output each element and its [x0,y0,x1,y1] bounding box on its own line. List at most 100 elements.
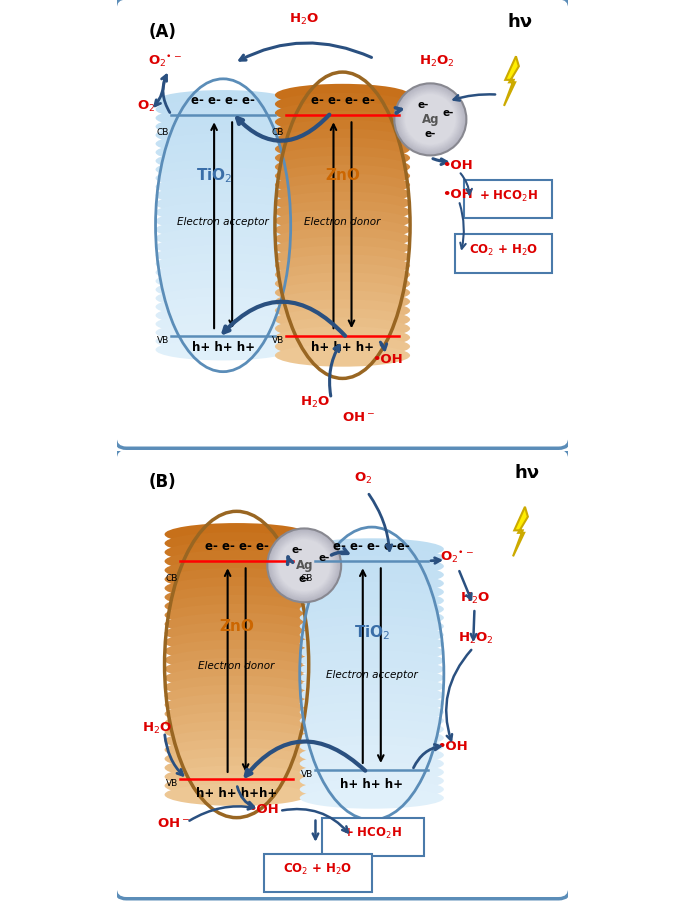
Text: OH$^-$: OH$^-$ [157,816,190,830]
Ellipse shape [155,90,290,112]
Ellipse shape [275,120,410,142]
Ellipse shape [275,263,410,286]
Ellipse shape [164,721,309,743]
Ellipse shape [164,532,309,554]
Circle shape [399,88,462,150]
Ellipse shape [275,272,410,295]
Circle shape [268,529,340,602]
Ellipse shape [155,202,290,223]
Text: VB: VB [272,335,284,344]
Ellipse shape [275,201,410,223]
Circle shape [403,93,457,146]
Circle shape [273,535,335,596]
Circle shape [275,536,333,595]
Circle shape [400,88,461,150]
Ellipse shape [300,753,444,774]
Ellipse shape [164,775,309,797]
Ellipse shape [155,141,290,163]
Text: e-: e- [418,100,429,110]
Ellipse shape [275,138,410,160]
Ellipse shape [164,640,309,662]
Ellipse shape [300,719,444,740]
Ellipse shape [164,748,309,770]
Ellipse shape [275,210,410,232]
Ellipse shape [275,236,410,259]
Text: CO$_2$ + H$_2$O: CO$_2$ + H$_2$O [283,862,352,878]
Text: CB: CB [301,575,313,583]
Text: H$_2$O: H$_2$O [289,12,319,27]
Ellipse shape [300,556,444,577]
Ellipse shape [275,129,410,151]
Ellipse shape [155,227,290,249]
Ellipse shape [155,331,290,352]
Ellipse shape [164,784,309,805]
Text: H$_2$O$_2$: H$_2$O$_2$ [419,54,455,69]
Ellipse shape [300,770,444,791]
Text: + HCO$_2$H: + HCO$_2$H [343,825,402,841]
Ellipse shape [300,642,444,663]
FancyBboxPatch shape [115,449,570,899]
Ellipse shape [155,176,290,197]
Ellipse shape [275,219,410,241]
Ellipse shape [155,305,290,326]
Text: e- e- e- e-e-: e- e- e- e-e- [334,540,410,552]
Text: e-: e- [319,553,330,563]
Text: •OH: •OH [248,803,279,816]
Ellipse shape [300,667,444,688]
Ellipse shape [300,778,444,800]
Ellipse shape [155,314,290,334]
Circle shape [270,531,339,600]
Ellipse shape [275,111,410,133]
Ellipse shape [164,523,309,545]
Ellipse shape [155,322,290,343]
Text: hν: hν [508,13,533,31]
Text: H$_2$O$_2$: H$_2$O$_2$ [458,631,493,646]
Text: Electron acceptor: Electron acceptor [177,217,269,227]
Text: e-: e- [443,108,454,118]
Circle shape [402,91,459,148]
Ellipse shape [300,693,444,714]
Text: O$_2$$^{•-}$: O$_2$$^{•-}$ [440,549,474,565]
Ellipse shape [155,287,290,309]
Ellipse shape [155,210,290,232]
Circle shape [404,94,456,145]
Circle shape [277,538,332,593]
Ellipse shape [275,147,410,169]
Ellipse shape [164,685,309,707]
Ellipse shape [155,270,290,292]
Ellipse shape [155,124,290,146]
Text: Ag: Ag [295,559,313,572]
Ellipse shape [155,150,290,171]
Text: TiO$_2$: TiO$_2$ [196,166,232,185]
Ellipse shape [300,615,444,637]
Ellipse shape [300,573,444,594]
Text: •OH: •OH [372,352,403,366]
Text: h+ h+ h+: h+ h+ h+ [311,341,374,354]
Text: CB: CB [166,575,178,583]
Ellipse shape [155,219,290,241]
Ellipse shape [300,710,444,732]
Text: Electron donor: Electron donor [304,217,381,227]
Text: Ag: Ag [421,113,439,126]
Ellipse shape [275,245,410,268]
Ellipse shape [275,308,410,331]
Ellipse shape [300,684,444,705]
Ellipse shape [164,541,309,563]
Ellipse shape [275,326,410,349]
Ellipse shape [300,538,444,560]
Ellipse shape [164,559,309,581]
Ellipse shape [300,598,444,620]
Polygon shape [504,56,519,106]
Ellipse shape [275,281,410,304]
Text: hν: hν [514,463,540,481]
Ellipse shape [275,317,410,340]
Ellipse shape [300,736,444,757]
Ellipse shape [300,701,444,723]
Circle shape [395,83,466,155]
Text: (A): (A) [149,23,177,41]
Ellipse shape [300,650,444,671]
Ellipse shape [155,168,290,189]
Text: O$_2$: O$_2$ [138,99,155,114]
Ellipse shape [155,98,290,120]
Ellipse shape [275,174,410,196]
